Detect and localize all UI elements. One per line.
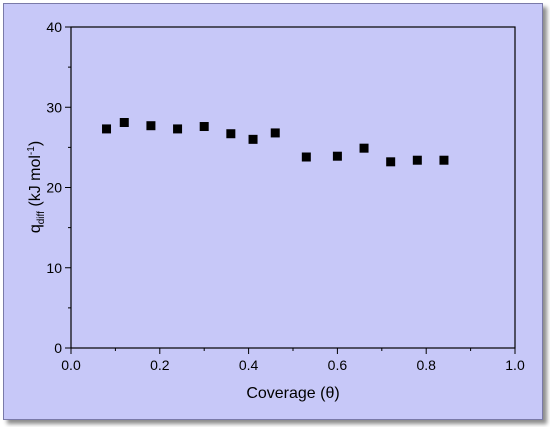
x-tick-label: 0.0	[61, 357, 81, 373]
y-tick-label: 30	[46, 99, 62, 115]
y-tick-label: 40	[46, 19, 62, 35]
y-axis-title-subscript: diff	[36, 211, 47, 224]
y-tick-label: 10	[46, 260, 62, 276]
y-axis-title-superscript: -1	[26, 146, 37, 155]
data-point	[332, 151, 342, 161]
x-tick-label: 1.0	[505, 357, 525, 373]
x-tick-label: 0.8	[416, 357, 436, 373]
data-point	[199, 122, 209, 132]
y-axis-title-base: q	[27, 224, 44, 233]
data-point	[102, 124, 112, 134]
data-point	[226, 129, 236, 139]
x-tick-label: 0.4	[239, 357, 259, 373]
data-point	[439, 155, 449, 165]
x-tick-label: 0.2	[150, 357, 170, 373]
y-axis-title-main: (kJ mol	[27, 155, 44, 211]
y-axis-title-close: )	[27, 141, 44, 146]
chart-frame	[3, 3, 543, 420]
y-axis-title: qdiff (kJ mol-1)	[26, 141, 47, 233]
data-points	[102, 117, 449, 167]
data-point	[386, 157, 396, 167]
y-tick-label: 0	[54, 340, 62, 356]
y-tick-label: 20	[46, 180, 62, 196]
ticks: 0.0 0.2 0.4 0.6 0.8 1.0 0 10 20 30 40	[46, 19, 525, 373]
data-point	[173, 124, 183, 134]
plot-area-border	[70, 26, 516, 349]
axes	[70, 26, 516, 349]
data-point	[412, 155, 422, 165]
data-point	[248, 134, 258, 144]
data-point	[270, 128, 280, 138]
x-tick-label: 0.6	[328, 357, 348, 373]
x-axis-title: Coverage (θ)	[246, 385, 339, 402]
data-point	[359, 143, 369, 153]
data-point	[146, 121, 156, 131]
data-point	[119, 117, 129, 127]
data-point	[301, 152, 311, 162]
